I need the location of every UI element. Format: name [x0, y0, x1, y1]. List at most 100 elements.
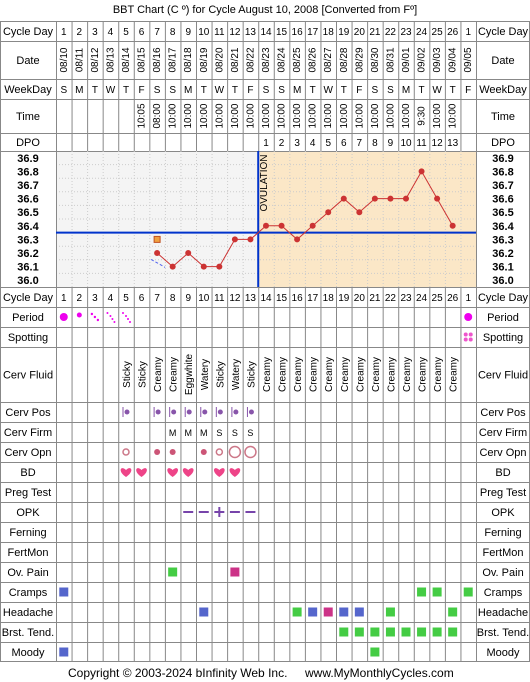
time-label: 10:00 — [261, 103, 272, 128]
bd-heart-icon — [136, 468, 147, 477]
cerv-pos-dot — [202, 409, 208, 415]
dpo-label: 1 — [263, 138, 269, 149]
time-label: 10:00 — [448, 103, 459, 128]
date-label: 09/04 — [448, 47, 459, 72]
cycle-day-label-bottom: 9 — [185, 293, 191, 304]
period-spotty-dot — [127, 318, 129, 320]
dpo-label: 6 — [341, 138, 347, 149]
footer-copyright: Copyright © 2003-2024 bInfinity Web Inc. — [68, 666, 287, 680]
date-label: 09/01 — [401, 47, 412, 72]
cerv-pos-dot — [233, 409, 239, 415]
weekday-label: T — [232, 85, 238, 96]
cycle-day-label: 3 — [92, 27, 98, 38]
cerv-opn-large — [228, 445, 242, 459]
cycle-day-label-bottom: 6 — [139, 293, 145, 304]
period-spotty-dot — [129, 321, 131, 323]
cerv-opn-filled — [169, 449, 176, 455]
y-tick-label-right: 36.6 — [492, 194, 513, 206]
cerv-opn-small — [122, 448, 130, 456]
weekday-label: T — [123, 85, 129, 96]
dpo-label: 10 — [400, 138, 412, 149]
date-label: 08/11 — [74, 47, 85, 72]
cycle-day-label-bottom: 2 — [77, 293, 83, 304]
date-label: 08/25 — [292, 47, 303, 72]
period-spotty-dot — [125, 315, 127, 317]
symptom-square-brst-tend — [385, 627, 395, 637]
cycle-day-label-bottom: 4 — [108, 293, 114, 304]
weekday-label: T — [92, 85, 98, 96]
row-label-right-cramps: Cramps — [484, 587, 523, 599]
weekday-label: S — [154, 85, 161, 96]
time-label: 9:30 — [417, 106, 428, 126]
cerv-opn-filled — [154, 449, 161, 455]
spotting-dot — [468, 337, 473, 342]
y-tick-label-right: 36.5 — [492, 207, 513, 219]
cerv-fluid-label: Sticky — [122, 361, 133, 388]
cerv-firm-label: M — [200, 428, 208, 438]
cycle-day-label: 24 — [416, 27, 428, 38]
cycle-day-label: 8 — [170, 27, 176, 38]
dpo-label: 3 — [294, 138, 300, 149]
cerv-fluid-label: Creamy — [293, 357, 304, 392]
row-label-opk: OPK — [16, 507, 40, 519]
dpo-label: 8 — [372, 138, 378, 149]
cerv-pos-dot — [171, 409, 177, 415]
cycle-day-label-bottom: 19 — [338, 293, 350, 304]
date-label: 08/21 — [230, 47, 241, 72]
weekday-label: F — [139, 85, 145, 96]
time-label: 10:00 — [292, 103, 303, 128]
date-label: 08/13 — [105, 47, 116, 72]
cycle-day-label-bottom: 13 — [245, 293, 257, 304]
cycle-day-label: 5 — [123, 27, 129, 38]
date-label: 08/16 — [152, 47, 163, 72]
cycle-day-label-bottom: 26 — [447, 293, 459, 304]
dpo-label: 9 — [388, 138, 394, 149]
cycle-day-label: 26 — [447, 27, 459, 38]
row-label-right-period: Period — [487, 312, 519, 324]
y-tick-label: 36.0 — [17, 275, 38, 287]
row-label-right-cerv-firm: Cerv Firm — [479, 427, 527, 439]
row-label-ov-pain: Ov. Pain — [7, 567, 48, 579]
cycle-day-label-bottom: 1 — [61, 293, 67, 304]
temperature-point — [434, 195, 441, 202]
temperature-point — [309, 222, 316, 229]
y-tick-label-right: 36.8 — [492, 166, 513, 178]
cerv-fluid-label: Sticky — [215, 361, 226, 388]
temperature-point — [356, 209, 363, 216]
weekday-label: T — [341, 85, 347, 96]
temperature-point — [403, 195, 409, 202]
cycle-day-label-bottom: 24 — [416, 293, 428, 304]
dpo-label: 7 — [357, 138, 363, 149]
weekday-label: T — [419, 85, 425, 96]
cycle-day-label: 7 — [154, 27, 160, 38]
y-tick-label-right: 36.0 — [492, 275, 513, 287]
bd-heart-icon — [182, 468, 194, 477]
symptom-square-moody — [370, 647, 380, 657]
row-label-cycle-day: Cycle Day — [3, 26, 54, 38]
cycle-day-label-bottom: 7 — [154, 293, 160, 304]
date-label: 08/20 — [214, 47, 225, 72]
cerv-firm-label: S — [247, 428, 253, 438]
cerv-fluid-label: Creamy — [418, 357, 429, 392]
temperature-point — [247, 236, 254, 243]
spotting-dot — [463, 332, 468, 337]
y-tick-label-right: 36.3 — [492, 234, 513, 246]
cycle-day-label: 14 — [260, 27, 272, 38]
cerv-fluid-label: Creamy — [324, 357, 335, 392]
cycle-day-label-bottom: 14 — [260, 293, 272, 304]
cycle-day-label-bottom: 16 — [292, 293, 304, 304]
date-label: 08/24 — [277, 47, 288, 72]
row-label-right-cycle-day: Cycle Day — [478, 292, 529, 304]
cycle-day-label-bottom: 20 — [354, 293, 366, 304]
footer-site[interactable]: www.MyMonthlyCycles.com — [304, 666, 454, 680]
row-label-right-cycle-day: Cycle Day — [478, 26, 529, 38]
row-label-preg-test: Preg Test — [5, 487, 51, 499]
symptom-square-moody — [59, 647, 69, 657]
cerv-pos-dot — [124, 409, 130, 415]
symptom-square-headache — [323, 607, 333, 617]
row-label-right-cerv-opn: Cerv Opn — [479, 447, 526, 459]
cerv-firm-label: M — [184, 428, 192, 438]
period-light-dot — [93, 315, 97, 319]
row-label-bd: BD — [20, 467, 35, 479]
symptom-square-brst-tend — [370, 627, 380, 637]
